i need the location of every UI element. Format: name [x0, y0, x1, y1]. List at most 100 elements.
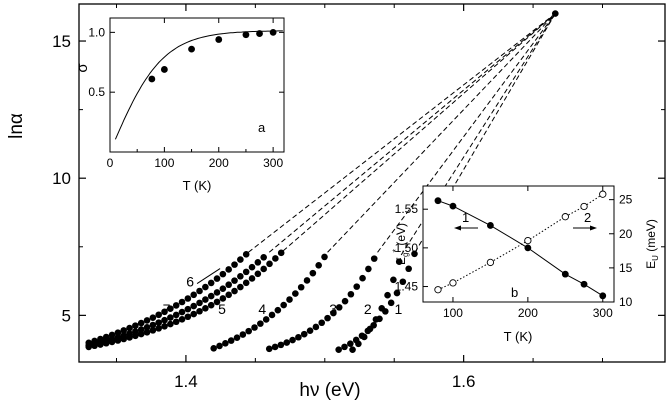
inset-b-series-1-point — [434, 197, 442, 205]
series-5-point — [149, 327, 157, 334]
series-6-point — [242, 268, 250, 276]
inset-b-series-1-point — [561, 270, 569, 278]
inset-a-x-tick-label: 0 — [107, 156, 114, 170]
inset-a-x-axis-label: T (K) — [183, 178, 212, 193]
series-7-point — [85, 339, 93, 347]
inset-b-points — [434, 190, 607, 300]
series-5-point — [231, 287, 238, 295]
inset-a-panel-label: a — [258, 120, 266, 135]
series-3-point — [335, 304, 343, 311]
legend-arrow-2 — [573, 225, 597, 231]
series-7-point — [196, 287, 203, 295]
series-5-point — [242, 279, 250, 287]
inset-a-y-axis-label: σ — [74, 63, 91, 73]
series-4-point — [245, 327, 252, 335]
series-3-point — [359, 274, 366, 282]
inset-a: 0 100 200 300 0.5 1.0 a T (K) σ — [74, 17, 285, 193]
inset-b-y-tick-label: 1.55 — [395, 202, 419, 216]
series-6-point — [132, 328, 139, 335]
series-7-point — [161, 308, 168, 316]
main-x-axis-label: hν (eV) — [299, 380, 360, 401]
series-3-extrapolation — [377, 13, 556, 253]
inset-b-y2-tick-label: 15 — [619, 261, 633, 275]
series-4-point — [233, 334, 241, 341]
series-7-point — [126, 324, 133, 332]
inset-b-y-tick-label: 1.45 — [395, 280, 419, 294]
series-1-point — [399, 278, 407, 286]
series-4-point — [239, 331, 247, 338]
inset-b-series-2-point — [486, 258, 495, 267]
series-1-extrapolation — [414, 13, 556, 253]
series-3-point — [318, 319, 326, 327]
series-6-point — [190, 302, 198, 310]
series-4-point — [222, 340, 229, 347]
inset-a-y-tick-label: 0.5 — [88, 85, 105, 99]
inset-b-y2-axis-label: EU (meV) — [644, 219, 660, 269]
series-5-point — [167, 320, 174, 328]
series-3-point — [306, 327, 314, 335]
main-plot-frame — [78, 3, 666, 363]
series-5-point — [172, 318, 180, 326]
inset-b-series-1-point — [580, 280, 588, 288]
series-1-point — [405, 265, 412, 273]
series-1-point — [393, 289, 401, 297]
series-5-point — [260, 265, 267, 273]
series-1-point — [411, 250, 418, 258]
series-4-point — [321, 253, 328, 261]
series-6-point — [260, 253, 267, 261]
series-6-point — [225, 281, 232, 289]
series-7-point — [149, 314, 157, 321]
series-7-point — [132, 322, 139, 329]
extrapolation-lines — [248, 13, 556, 256]
inset-a-background — [110, 18, 284, 152]
series-6-point — [149, 321, 157, 329]
series-3-point — [347, 290, 355, 298]
inset-b-y2-tick-label: 25 — [619, 193, 633, 207]
series-6-point — [237, 273, 244, 280]
series-6-point — [213, 289, 221, 296]
series-6-point — [202, 296, 209, 303]
series-4-extrapolation — [327, 13, 556, 253]
series-6-pointer — [196, 268, 221, 284]
inset-b-series-1-point — [524, 244, 532, 252]
series-2-point — [372, 316, 380, 323]
inset-b-series-2-point — [561, 213, 569, 221]
series-5-point — [237, 283, 244, 291]
inset-a-axis-ticks: 0 100 200 300 0.5 1.0 — [88, 18, 284, 170]
inset-b-series-2-point — [599, 190, 607, 198]
series-2-point — [349, 346, 356, 353]
series-1-point — [347, 340, 354, 347]
series-6-point — [155, 319, 163, 326]
svg-text:Eg* (eV): Eg* (eV) — [391, 223, 410, 265]
series-7-point — [97, 335, 104, 343]
series-4-point — [303, 277, 311, 284]
series-6-point — [184, 305, 192, 313]
series-3-point — [370, 255, 378, 262]
series-4-point — [292, 290, 299, 297]
series-3-point — [283, 339, 291, 346]
svg-text:EU (meV): EU (meV) — [644, 219, 660, 269]
inset-b-y2-tick-label: 20 — [619, 227, 633, 241]
series-3-point — [277, 341, 285, 349]
series-7-point — [242, 251, 250, 258]
series-6-point — [219, 285, 227, 292]
series-3-point — [353, 283, 361, 290]
series-1-label: 1 — [462, 210, 469, 225]
convergence-point — [551, 10, 559, 17]
y-tick-label: 10 — [52, 169, 71, 188]
series-label-1: 1 — [394, 301, 402, 317]
series-7-point — [202, 283, 209, 291]
inset-b-y-tick-label: 1.50 — [395, 241, 419, 255]
inset-b-x-tick-label: 300 — [593, 306, 613, 320]
series-2-point — [360, 333, 368, 341]
series-5-point — [196, 307, 203, 315]
series-5-point — [184, 313, 192, 321]
series-6-point — [207, 292, 215, 300]
series-5-extrapolation — [282, 13, 556, 252]
series-7-point — [114, 329, 122, 337]
inset-b-axis-ticks: 100 200 300 1.45 1.50 1.55 10 15 20 25 — [395, 186, 633, 320]
inset-b-x-axis-label: T (K) — [504, 329, 533, 344]
inset-b-x-tick-label: 200 — [518, 306, 538, 320]
series-3-point — [289, 336, 296, 344]
